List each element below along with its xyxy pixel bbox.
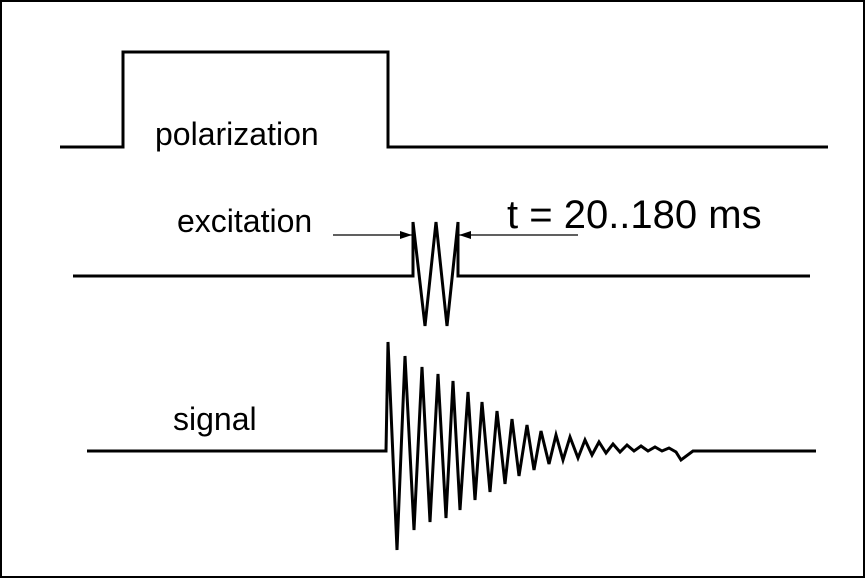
duration-dimension-arrows <box>333 231 578 239</box>
excitation-label: excitation <box>177 203 312 239</box>
signal-decay-trace <box>87 341 816 551</box>
polarization-pulse-trace <box>60 50 828 149</box>
excitation-pulse-trace <box>73 221 810 327</box>
duration-label: t = 20..180 ms <box>507 193 762 237</box>
polarization-label: polarization <box>155 116 319 152</box>
signal-label: signal <box>173 401 257 437</box>
